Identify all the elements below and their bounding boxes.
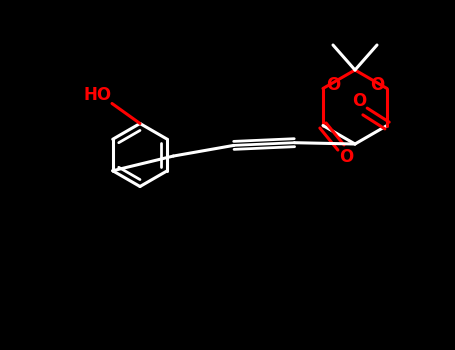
- Text: O: O: [370, 76, 384, 93]
- Text: O: O: [352, 91, 366, 110]
- Text: O: O: [326, 76, 340, 93]
- Text: HO: HO: [84, 85, 112, 104]
- Text: O: O: [339, 148, 353, 167]
